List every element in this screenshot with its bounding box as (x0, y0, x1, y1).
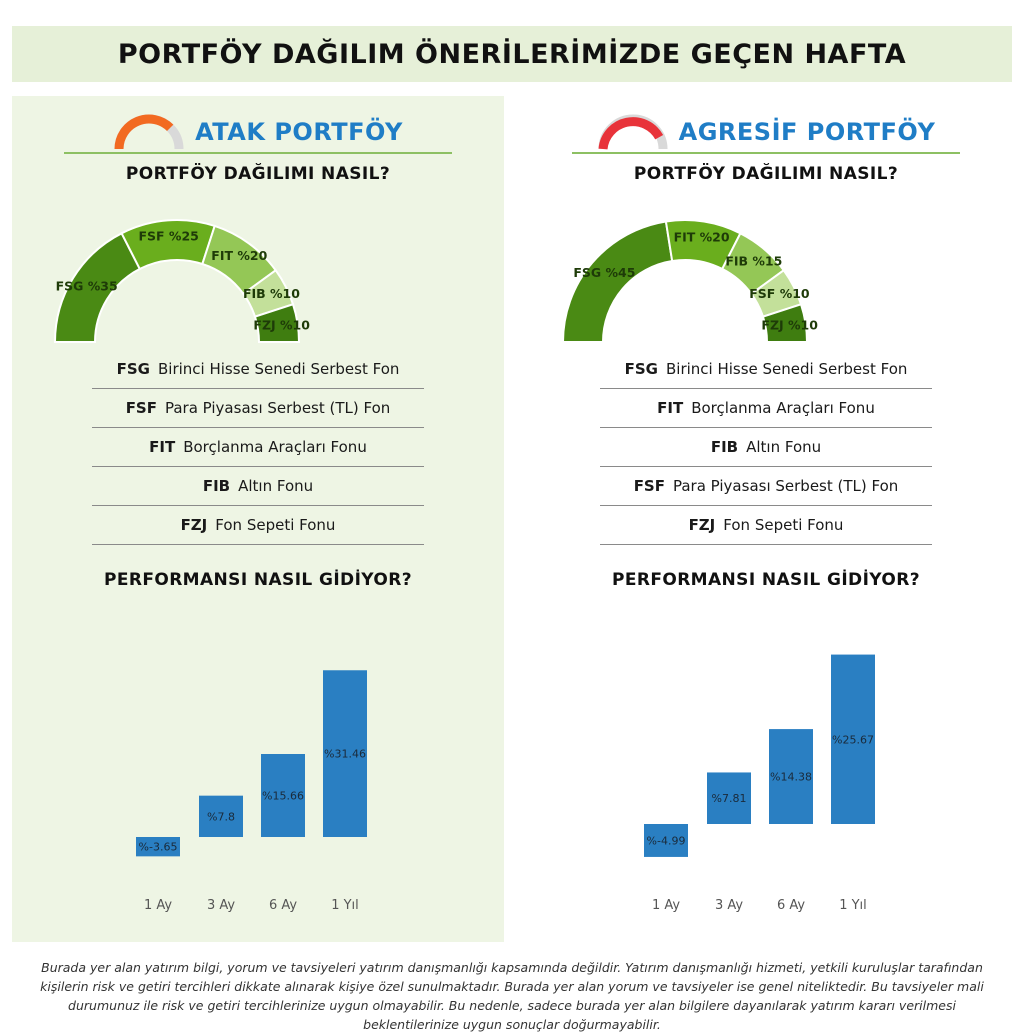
category-label: 3 Ay (207, 898, 235, 913)
brand-row: ATAK PORTFÖY (12, 112, 504, 152)
category-label: 6 Ay (777, 898, 805, 913)
slice-label: FIT %20 (211, 248, 267, 263)
risk-meter-fill (598, 117, 663, 150)
bar-value-label: %-3.65 (139, 841, 178, 854)
fund-code: FSF (125, 399, 157, 417)
category-label: 3 Ay (715, 898, 743, 913)
legend-item: FSG Birinci Hisse Senedi Serbest Fon (92, 350, 424, 389)
fund-code: FZJ (688, 516, 716, 534)
divider (64, 152, 452, 154)
slice-label: FSG %35 (56, 279, 118, 294)
legend-item: FIT Borçlanma Araçları Fonu (600, 389, 932, 428)
slice-label: FSF %10 (749, 286, 810, 301)
fund-name: Para Piyasası Serbest (TL) Fon (164, 399, 391, 417)
performance-title: PERFORMANSI NASIL GİDİYOR? (611, 570, 921, 590)
bar-value-label: %7.8 (207, 810, 235, 823)
bar (644, 824, 688, 857)
agresif-portfolio-panel: AGRESİF PORTFÖY PORTFÖY DAĞILIMI NASIL? … (520, 96, 1012, 942)
legend-item: FIB Altın Fonu (92, 467, 424, 506)
category-label: 6 Ay (269, 898, 297, 913)
category-label: 1 Ay (652, 898, 680, 913)
bar (769, 729, 813, 824)
fund-name: Fon Sepeti Fonu (723, 516, 844, 534)
distribution-title: PORTFÖY DAĞILIMI NASIL? (125, 164, 391, 184)
legend-item: FZJ Fon Sepeti Fonu (92, 506, 424, 545)
page-header: PORTFÖY DAĞILIM ÖNERİLERİMİZDE GEÇEN HAF… (12, 26, 1012, 82)
brand-title: AGRESİF PORTFÖY (678, 118, 936, 146)
risk-meter-fill (114, 114, 174, 150)
fund-name: Para Piyasası Serbest (TL) Fon (672, 477, 899, 495)
disclaimer-text: Burada yer alan yatırım bilgi, yorum ve … (40, 960, 984, 1032)
category-label: 1 Yıl (839, 898, 867, 913)
risk-meter-icon (598, 114, 668, 150)
fund-name: Borçlanma Araçları Fonu (691, 399, 875, 417)
risk-meter-icon (114, 114, 184, 150)
atak-portfolio-panel: ATAK PORTFÖY PORTFÖY DAĞILIMI NASIL? FSG… (12, 96, 504, 942)
legend-item: FSG Birinci Hisse Senedi Serbest Fon (600, 350, 932, 389)
slice-label: FSG %45 (573, 265, 635, 280)
bar (136, 837, 180, 857)
legend-item: FSF Para Piyasası Serbest (TL) Fon (600, 467, 932, 506)
fund-code: FIB (710, 438, 739, 456)
slice-label: FZJ %10 (253, 317, 310, 332)
fund-code: FSG (116, 360, 150, 378)
fund-name: Fon Sepeti Fonu (215, 516, 336, 534)
fund-name: Borçlanma Araçları Fonu (183, 438, 367, 456)
bar-value-label: %-4.99 (647, 834, 686, 847)
bar-value-label: %15.66 (262, 790, 304, 803)
allocation-half-donut-chart: FSG %35 FSF %25 FIT %20 FIB %10 FZJ %10 (53, 219, 310, 343)
fund-code: FZJ (180, 516, 208, 534)
bar (707, 772, 751, 824)
fund-code: FIB (202, 477, 231, 495)
bar (323, 670, 367, 837)
slice-label: FIB %15 (725, 253, 782, 268)
brand-row: AGRESİF PORTFÖY (520, 112, 1012, 152)
donut-slice (253, 303, 301, 343)
legend-item: FSF Para Piyasası Serbest (TL) Fon (92, 389, 424, 428)
fund-name: Altın Fonu (746, 438, 822, 456)
fund-code: FSG (624, 360, 658, 378)
category-label: 1 Yıl (331, 898, 359, 913)
fund-name: Altın Fonu (238, 477, 314, 495)
performance-title: PERFORMANSI NASIL GİDİYOR? (103, 570, 413, 590)
legend-item: FZJ Fon Sepeti Fonu (600, 506, 932, 545)
fund-code: FIT (149, 438, 176, 456)
allocation-half-donut-chart: FSG %45 FIT %20 FIB %15 FSF %10 FZJ %10 (561, 219, 818, 343)
donut-slice (561, 220, 674, 343)
slice-label: FIB %10 (243, 286, 300, 301)
legend-item: FIT Borçlanma Araçları Fonu (92, 428, 424, 467)
legend-item: FIB Altın Fonu (600, 428, 932, 467)
bar-value-label: %25.67 (832, 733, 874, 746)
performance-bar-chart: %-3.65 1 Ay %7.8 3 Ay %15.66 6 Ay %31.46 1 Yıl (136, 670, 367, 913)
slice-label: FZJ %10 (761, 317, 818, 332)
fund-code: FSF (633, 477, 665, 495)
divider (572, 152, 960, 154)
fund-name: Birinci Hisse Senedi Serbest Fon (157, 360, 400, 378)
bar-value-label: %7.81 (712, 792, 747, 805)
donut-slice (761, 303, 809, 343)
distribution-title: PORTFÖY DAĞILIMI NASIL? (633, 164, 899, 184)
bar-value-label: %31.46 (324, 748, 366, 761)
slice-label: FIT %20 (674, 229, 730, 244)
brand-title: ATAK PORTFÖY (195, 118, 403, 146)
fund-name: Birinci Hisse Senedi Serbest Fon (665, 360, 908, 378)
slice-label: FSF %25 (139, 228, 199, 243)
page-title: PORTFÖY DAĞILIM ÖNERİLERİMİZDE GEÇEN HAF… (117, 38, 907, 70)
performance-bar-chart: %-4.99 1 Ay %7.81 3 Ay %14.38 6 Ay %25.67 1 Yıl (644, 654, 875, 913)
fund-code: FIT (657, 399, 684, 417)
bar (199, 795, 243, 837)
category-label: 1 Ay (144, 898, 172, 913)
bar (261, 754, 305, 837)
bar (831, 654, 875, 824)
bar-value-label: %14.38 (770, 771, 812, 784)
